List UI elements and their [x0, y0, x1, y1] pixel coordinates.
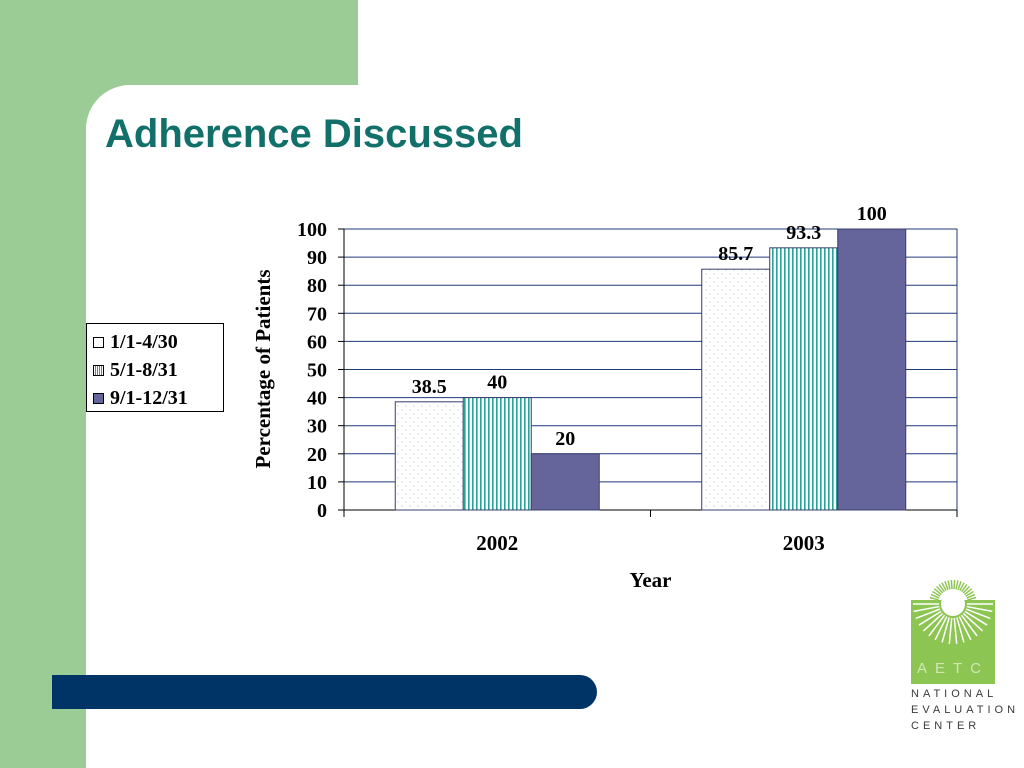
chart-legend: 1/1-4/30 5/1-8/31 9/1-12/31: [86, 323, 224, 412]
logo-aetc-text: AETC: [916, 660, 989, 677]
bar-2003-series-3: [837, 228, 907, 511]
bar-2002-series-2: [462, 397, 532, 511]
sun-ray: [941, 617, 950, 643]
sun-ray: [956, 617, 965, 643]
sun-ray: [930, 593, 940, 599]
logo-line-center: CENTER: [911, 720, 981, 732]
sun-ray: [934, 616, 948, 641]
sun-ray: [928, 614, 946, 637]
y-tick-label: 40: [307, 388, 327, 410]
sun-ray: [967, 599, 977, 603]
sun-ray: [966, 605, 993, 613]
sun-ray: [932, 590, 941, 597]
logo-line-evaluation: EVALUATION: [911, 704, 1020, 716]
bar-2003-series-1: [701, 268, 771, 511]
sun-ray: [944, 581, 949, 591]
legend-swatch-series-1: [93, 336, 104, 348]
sun-ray: [967, 596, 977, 601]
data-label: 93.3: [786, 222, 821, 244]
sun-ray: [965, 590, 974, 597]
x-category-label: 2002: [476, 531, 518, 555]
legend-item-series-3: 9/1-12/31: [93, 384, 223, 412]
sun-ray: [962, 585, 970, 594]
legend-label-series-2: 5/1-8/31: [110, 358, 178, 381]
sun-ray: [964, 588, 973, 596]
slide-title: Adherence Discussed: [105, 112, 523, 156]
sun-ray: [957, 581, 962, 591]
legend-label-series-3: 9/1-12/31: [110, 386, 188, 409]
sun-ray: [922, 612, 944, 632]
y-tick-label: 50: [307, 360, 327, 382]
sun-ray: [955, 580, 959, 590]
sun-ray: [929, 596, 939, 601]
sun-ray: [966, 593, 976, 599]
y-tick-label: 80: [307, 275, 327, 297]
sun-ray: [947, 580, 951, 590]
y-tick-label: 10: [307, 472, 327, 494]
y-tick-label: 90: [307, 247, 327, 269]
sunburst-icon: [913, 580, 993, 644]
x-axis-title: Year: [630, 568, 672, 592]
sun-ray: [938, 583, 945, 593]
data-label: 100: [857, 203, 887, 225]
bar-2002-series-3: [530, 453, 600, 511]
y-tick-label: 20: [307, 444, 327, 466]
footer-bar: [52, 675, 597, 709]
sun-ray: [953, 617, 958, 644]
sun-ray: [953, 580, 956, 590]
x-category-label: 2003: [783, 531, 825, 555]
aetc-logo: AETC NATIONAL EVALUATION CENTER: [905, 578, 1020, 738]
sun-ray: [960, 614, 978, 637]
legend-swatch-series-2: [93, 364, 104, 376]
y-tick-label: 70: [307, 303, 327, 325]
sun-ray: [918, 610, 942, 626]
bar-2003-series-2: [769, 247, 839, 511]
sun-ray: [961, 583, 968, 593]
sun-ray: [913, 605, 940, 613]
y-tick-label: 0: [317, 500, 327, 522]
sun-ray: [941, 582, 947, 592]
background-green-sidebar: [0, 0, 86, 768]
y-axis-title: Percentage of Patients: [251, 269, 275, 468]
sun-ray: [948, 617, 953, 644]
legend-label-series-1: 1/1-4/30: [110, 330, 178, 353]
sun-ray: [936, 585, 944, 594]
legend-item-series-1: 1/1-4/30: [93, 328, 223, 356]
sun-ray: [964, 610, 988, 626]
sun-ray: [962, 612, 984, 632]
data-label: 85.7: [718, 243, 753, 265]
logo-line-national: NATIONAL: [911, 688, 998, 700]
bar-2002-series-1: [394, 401, 464, 511]
legend-swatch-series-3: [93, 392, 104, 404]
y-tick-label: 100: [297, 219, 327, 241]
data-label: 20: [555, 428, 575, 450]
data-label: 38.5: [412, 376, 447, 398]
sun-ray: [950, 580, 953, 590]
sun-ray: [915, 608, 941, 620]
sun-ray: [958, 616, 972, 641]
y-tick-label: 60: [307, 331, 327, 353]
y-tick-label: 30: [307, 416, 327, 438]
sun-ray: [933, 588, 942, 596]
data-label: 40: [487, 372, 507, 394]
sun-ray: [965, 608, 991, 620]
legend-item-series-2: 5/1-8/31: [93, 356, 223, 384]
sun-ray: [929, 599, 939, 603]
sun-ray: [959, 582, 965, 592]
